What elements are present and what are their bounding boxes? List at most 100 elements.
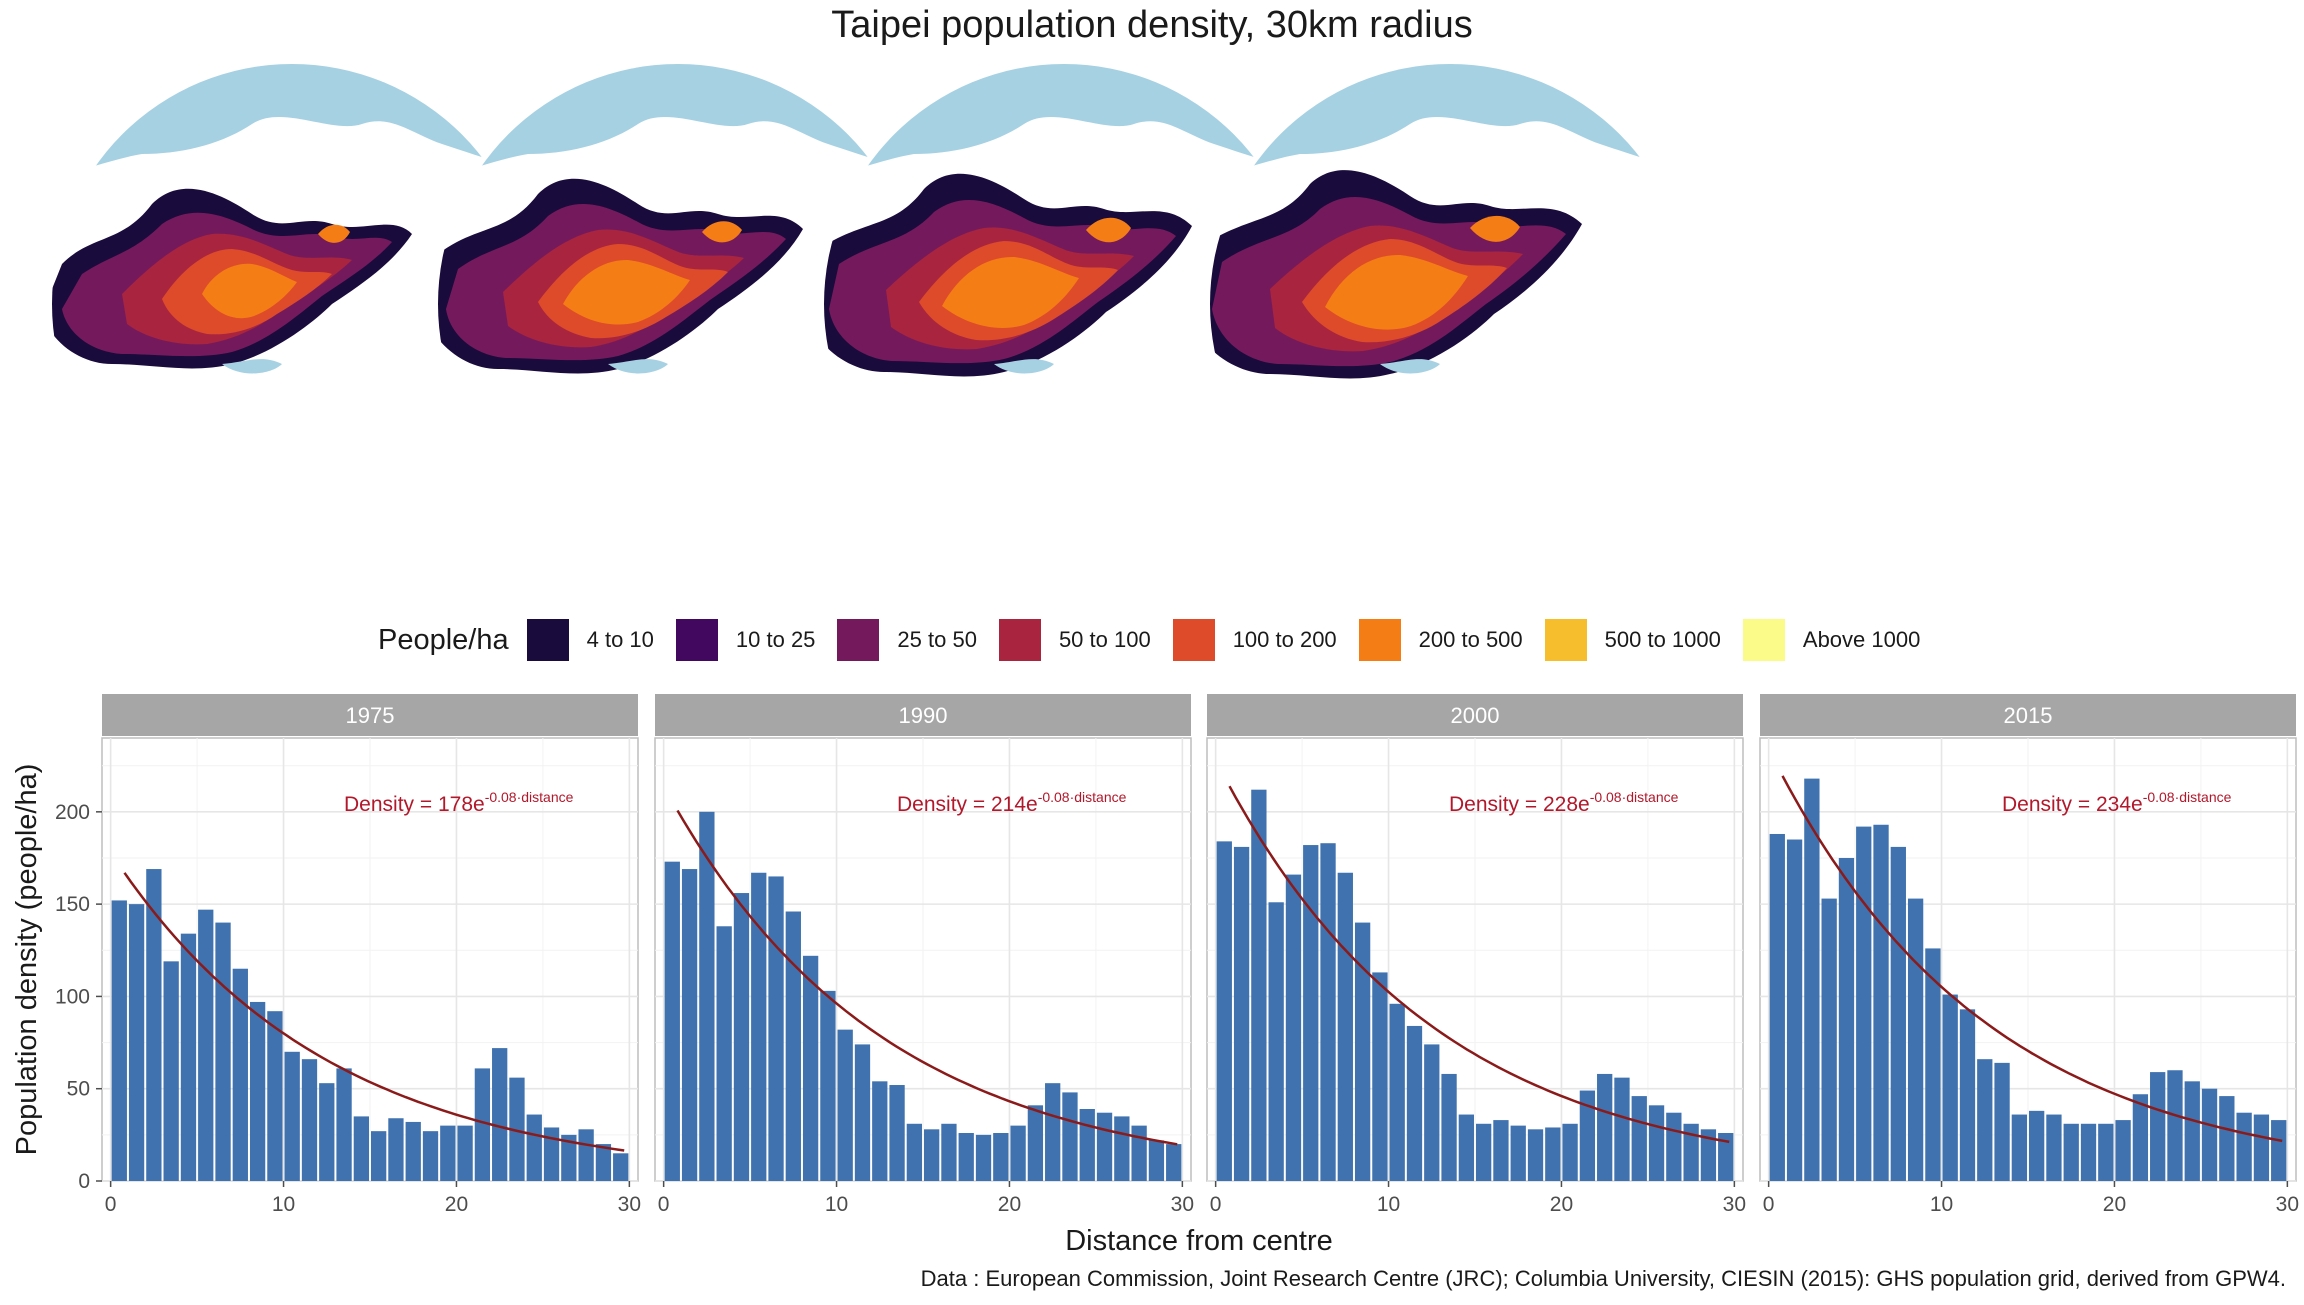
bar [215,922,231,1181]
bar [872,1081,888,1181]
bar [1907,898,1924,1181]
bar [1354,922,1371,1181]
bar [2167,1070,2183,1181]
x-tick-label: 20 [998,1193,1021,1216]
bar [526,1114,542,1181]
bar [1838,857,1855,1181]
bar [543,1127,560,1181]
bar [941,1123,957,1181]
bar [1890,846,1906,1181]
bar [474,1068,491,1181]
bar [353,1116,369,1181]
bar [1562,1123,1578,1181]
facet-label: 2015 [2004,703,2053,728]
legend-swatch [998,619,1041,661]
legend-item: 100 to 200 [1172,619,1337,661]
bar [2098,1123,2114,1181]
panel-1975: 1975 Density = 178e-0.08·distance 0 10 20 30 0… [55,694,641,1216]
y-tick-label: 150 [55,893,90,916]
bar [2201,1088,2218,1181]
bar [2253,1114,2270,1181]
bar [1476,1123,1492,1181]
bar [301,1059,318,1181]
x-tick-label: 20 [2103,1193,2126,1216]
facet-label: 2000 [1451,703,1500,728]
bar [2115,1120,2131,1181]
bar [1597,1073,1613,1181]
bar [1285,874,1302,1181]
bar [457,1125,473,1181]
bar [768,876,784,1181]
x-tick-label: 30 [1171,1193,1194,1216]
bar [198,909,214,1181]
bar [664,861,680,1181]
legend-label: 50 to 100 [1058,627,1151,652]
bar [1079,1109,1095,1181]
legend-swatch [1172,619,1215,661]
bar [1148,1140,1165,1181]
x-axis-title: Distance from centre [1065,1225,1333,1257]
legend-swatch [837,619,880,661]
bar [2046,1114,2062,1181]
bar [1648,1105,1665,1181]
x-tick-label: 30 [1723,1193,1746,1216]
bar [2219,1096,2235,1181]
bar [1994,1062,2010,1181]
bar [1614,1077,1630,1181]
bar [2132,1094,2149,1181]
panel-2015: 2015 Density = 234e-0.08·distance 0 10 20 30 [1759,694,2299,1216]
bar [1441,1073,1457,1181]
facet-strip [102,694,638,736]
bar [854,1044,871,1181]
bar [1389,1003,1405,1181]
legend-label: 25 to 50 [897,627,977,652]
fit-curve [1781,775,2283,1143]
bar [440,1125,456,1181]
legend-item: Above 1000 [1742,619,1920,661]
bar [111,900,127,1181]
bar [284,1051,300,1181]
legend-item: 200 to 500 [1358,619,1523,661]
bar [578,1129,594,1181]
x-tick-label: 20 [1550,1193,1573,1216]
bar [958,1133,974,1181]
bar [1942,994,1958,1181]
bar [1666,1112,1682,1181]
bar [820,990,836,1181]
bar [1700,1129,1717,1181]
y-tick-label: 100 [55,985,90,1008]
bar [699,811,715,1181]
bar [1769,833,1785,1181]
bar [1458,1114,1474,1181]
bar [716,926,732,1181]
bar [1527,1129,1544,1181]
bar [146,869,162,1181]
legend-title: People/ha [378,623,509,656]
x-tick-label: 10 [1930,1193,1953,1216]
bar [561,1134,577,1181]
density-map-2015 [1190,64,1700,584]
legend-swatch [1742,619,1785,661]
legend-item: 50 to 100 [998,619,1151,661]
bar [595,1144,612,1181]
bar [1320,843,1336,1181]
bar [1925,948,1941,1181]
facet-label: 1975 [346,703,395,728]
legend-swatch [1358,619,1401,661]
bar [2080,1123,2097,1181]
bar [371,1131,387,1181]
legend-swatch [526,619,569,661]
x-tick-label: 10 [825,1193,848,1216]
facet-strip [655,694,1191,736]
bar [1062,1092,1078,1181]
bar [1268,902,1284,1181]
bar [1424,1044,1440,1181]
y-tick-label: 50 [67,1078,90,1101]
bar [1406,1025,1423,1181]
bar [163,961,179,1181]
bar [975,1134,992,1181]
bar [802,955,819,1181]
density-map-1990 [418,64,928,584]
y-axis-title: Population density (people/ha) [11,764,43,1156]
